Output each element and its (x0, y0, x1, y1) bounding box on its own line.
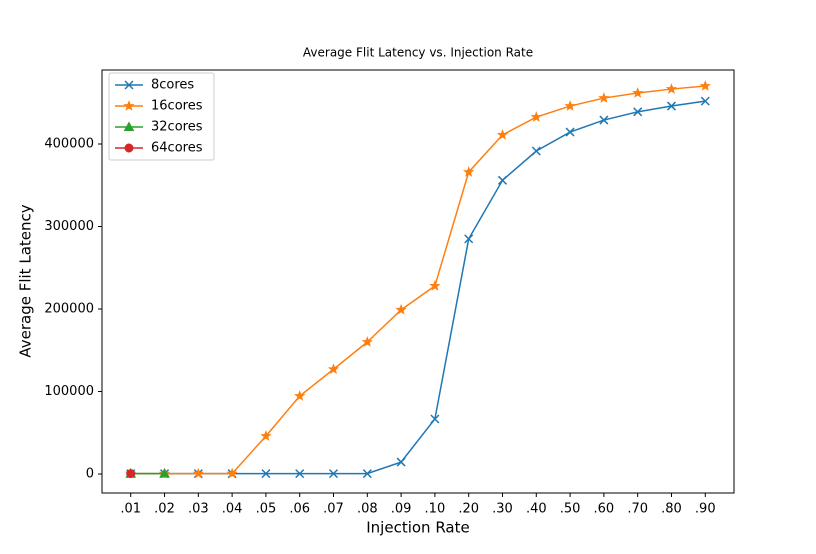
marker (497, 175, 508, 185)
marker (700, 96, 710, 106)
x-tick-label: .08 (357, 502, 378, 517)
marker (598, 92, 610, 103)
marker (261, 469, 271, 479)
y-tick-label: 0 (86, 467, 94, 482)
marker (564, 100, 576, 111)
x-tick-label: .09 (391, 502, 412, 517)
x-axis-label: Injection Rate (366, 519, 469, 537)
x-tick-label: .20 (458, 502, 479, 517)
marker (530, 111, 542, 122)
legend-label: 32cores (151, 120, 203, 135)
marker (531, 146, 541, 156)
marker (124, 143, 134, 153)
y-tick-label: 400000 (44, 137, 94, 152)
marker (126, 469, 136, 479)
marker (496, 129, 509, 140)
series-line (130, 85, 706, 475)
plot-frame (101, 69, 735, 494)
marker (699, 80, 711, 91)
x-tick-label: .06 (289, 502, 310, 517)
marker (666, 101, 677, 111)
marker (463, 166, 475, 177)
marker (599, 115, 609, 125)
y-tick-label: 200000 (44, 302, 94, 317)
y-tick-label: 300000 (44, 219, 94, 234)
x-tick-label: .60 (594, 502, 615, 517)
marker (328, 469, 339, 479)
legend-box (108, 72, 215, 161)
marker (226, 467, 238, 479)
x-tick-label: .01 (120, 502, 141, 517)
marker (123, 100, 135, 111)
legend-label: 64cores (151, 141, 203, 156)
y-tick-label: 100000 (44, 384, 94, 399)
marker (565, 127, 575, 137)
legend-label: 16cores (151, 99, 203, 114)
marker (361, 336, 373, 347)
x-tick-label: .02 (154, 502, 175, 517)
x-tick-label: .80 (661, 502, 682, 517)
marker (633, 107, 643, 117)
marker (294, 390, 306, 401)
marker (429, 279, 441, 291)
marker (665, 83, 678, 94)
marker (362, 469, 372, 479)
marker (632, 87, 644, 98)
chart-title: Average Flit Latency vs. Injection Rate (303, 46, 533, 60)
marker (430, 414, 440, 424)
x-tick-label: .50 (560, 502, 581, 517)
marker (260, 430, 272, 441)
marker (159, 468, 170, 478)
legend-label: 8cores (151, 78, 194, 93)
x-tick-label: .30 (492, 502, 513, 517)
marker (124, 80, 134, 90)
x-tick-label: .70 (627, 502, 648, 517)
x-tick-label: .04 (222, 502, 243, 517)
marker (123, 121, 135, 131)
x-tick-label: .40 (526, 502, 547, 517)
marker (295, 469, 305, 479)
marker (327, 363, 340, 375)
x-tick-label: .90 (695, 502, 716, 517)
x-tick-label: .07 (323, 502, 344, 517)
y-axis-label: Average Flit Latency (17, 204, 35, 357)
marker (192, 467, 204, 479)
x-tick-label: .05 (256, 502, 277, 517)
x-tick-label: .03 (188, 502, 209, 517)
marker (395, 303, 407, 315)
x-tick-label: .10 (425, 502, 446, 517)
marker (396, 457, 406, 467)
marker (464, 234, 474, 244)
